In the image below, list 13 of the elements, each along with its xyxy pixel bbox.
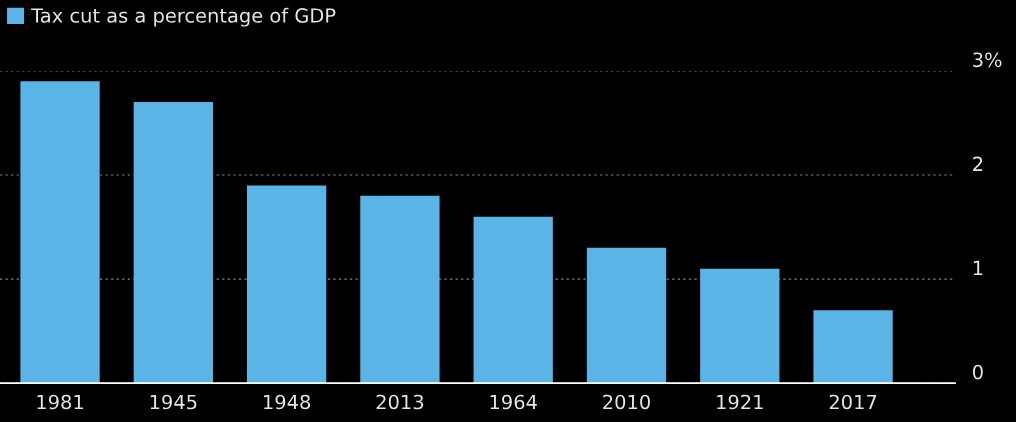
x-tick-label: 1964 [490,394,537,410]
x-tick-label: 2013 [376,394,424,410]
x-tick-label: 1921 [717,394,763,410]
legend-label: Tax cut as a percentage of GDP [31,7,336,27]
x-tick-label: 2017 [829,394,877,410]
x-tick-label: 1945 [150,394,197,410]
x-tick-label: 1948 [264,394,311,410]
y-tick-label: 0 [972,364,983,380]
y-tick-label: 3% [973,52,1002,68]
x-tick-label: 2010 [603,394,650,410]
y-tick-label: 1 [973,260,983,276]
x-tick-label: 1981 [37,394,83,410]
y-tick-label: 2 [973,156,983,171]
